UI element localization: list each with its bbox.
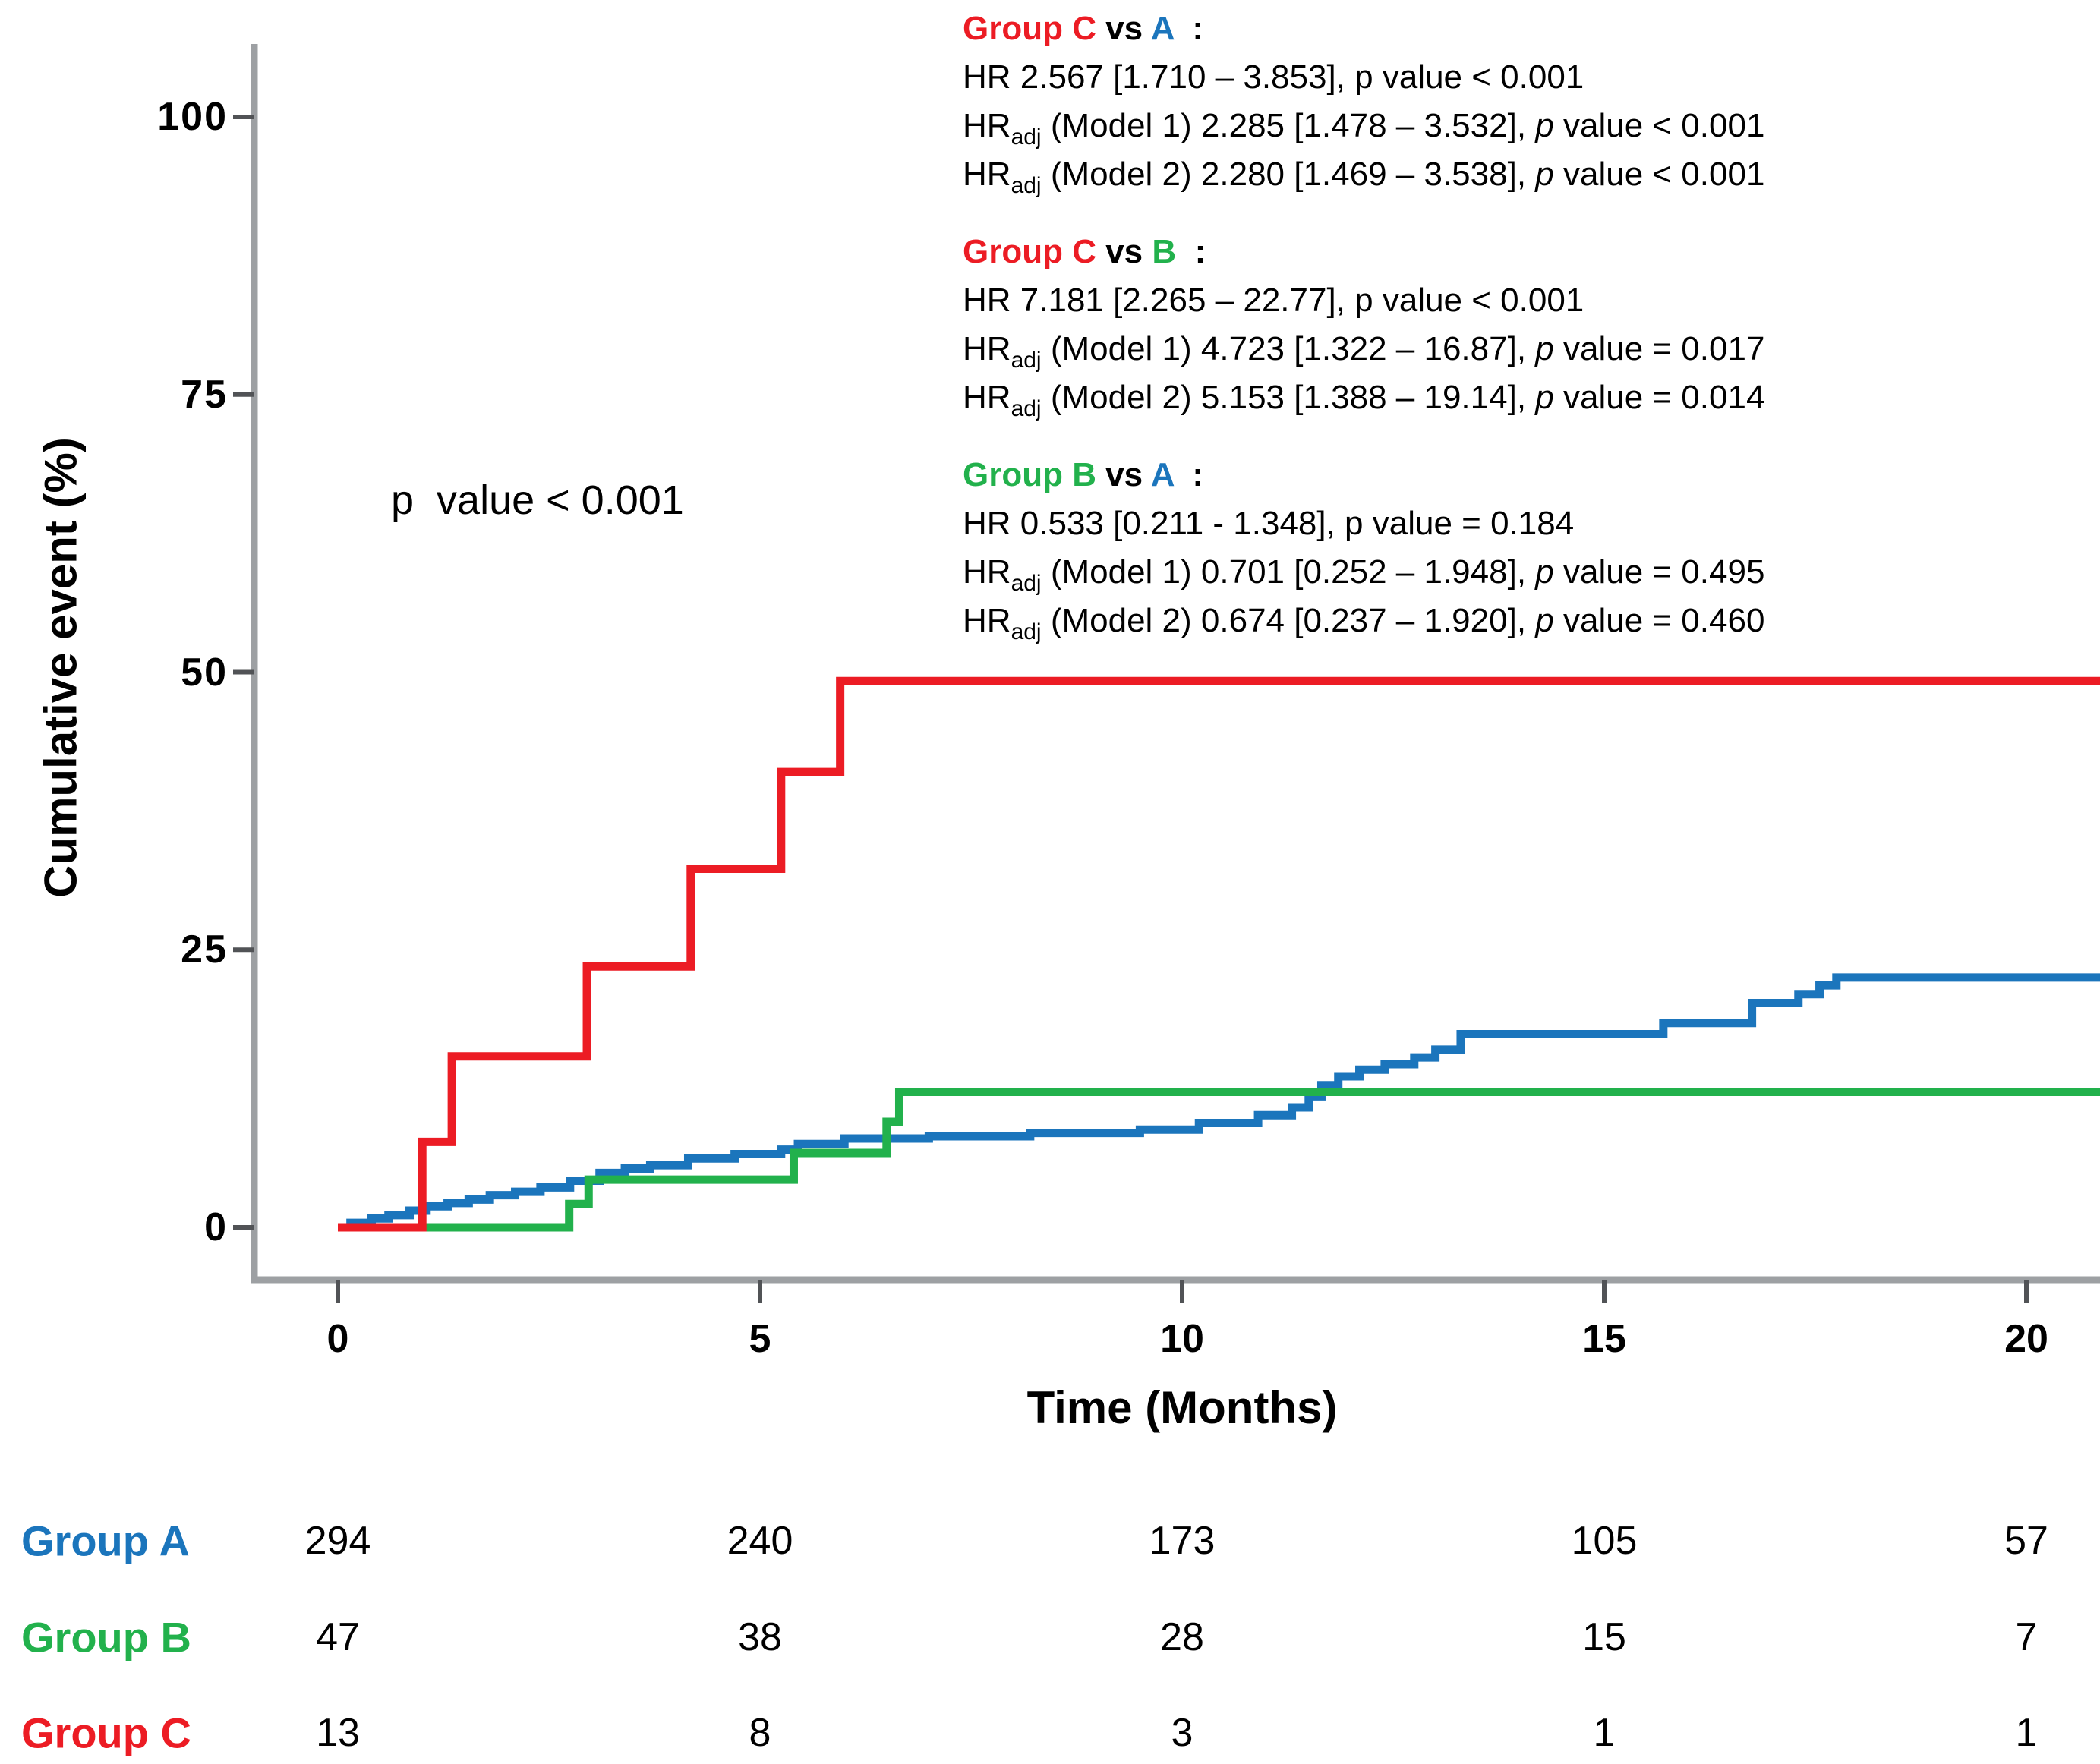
- text-segment: HR: [963, 156, 1011, 193]
- x-axis-title: Time (Months): [1026, 1382, 1338, 1433]
- comparison-title-segment: :: [1173, 456, 1204, 493]
- risk-count: 38: [738, 1615, 782, 1659]
- hazard-ratio-line: HRadj (Model 1) 0.701 [0.252 – 1.948], p…: [963, 548, 1764, 597]
- x-tick-label: 15: [1582, 1317, 1626, 1361]
- risk-count: 173: [1149, 1519, 1216, 1563]
- comparison-title-segment: vs: [1096, 233, 1152, 270]
- y-tick-label: 50: [181, 650, 228, 695]
- comparison-title-segment: A: [1150, 456, 1174, 493]
- risk-count: 28: [1160, 1615, 1204, 1659]
- risk-count: 240: [727, 1519, 793, 1563]
- comparison-title: Group C vs B :: [963, 228, 1764, 276]
- curve-group-a: [338, 973, 2100, 1232]
- text-segment: (Model 2) 2.280 [1.469 – 3.538],: [1041, 156, 1536, 193]
- comparison-title-segment: vs: [1096, 10, 1151, 47]
- comparison-title: Group C vs A :: [963, 5, 1764, 53]
- subscript-adj: adj: [1011, 570, 1042, 596]
- comparison-title-segment: vs: [1096, 456, 1151, 493]
- risk-row-label: Group C: [21, 1709, 191, 1757]
- logrank-p-value: p value < 0.001: [391, 477, 684, 523]
- text-segment: (Model 1) 2.285 [1.478 – 3.532],: [1041, 107, 1536, 144]
- comparison-block: Group C vs A : HR 2.567 [1.710 – 3.853], …: [963, 5, 1764, 199]
- hazard-ratio-line: HR 2.567 [1.710 – 3.853], p value < 0.00…: [963, 53, 1764, 102]
- text-segment: (Model 1) 0.701 [0.252 – 1.948],: [1041, 553, 1536, 591]
- hazard-ratio-line: HRadj (Model 2) 0.674 [0.237 – 1.920], p…: [963, 597, 1764, 645]
- comparison-title-segment: :: [1176, 233, 1206, 270]
- text-segment: HR 2.567 [1.710 – 3.853], p value < 0.00…: [963, 58, 1584, 96]
- risk-row-label: Group B: [21, 1613, 191, 1662]
- text-segment: (Model 1) 4.723 [1.322 – 16.87],: [1041, 330, 1536, 367]
- text-segment: value = 0.017: [1553, 330, 1765, 367]
- text-segment: (Model 2) 0.674 [0.237 – 1.920],: [1041, 602, 1536, 639]
- text-segment: p: [1535, 553, 1554, 591]
- text-segment: value < 0.001: [1553, 107, 1765, 144]
- comparison-title: Group B vs A :: [963, 451, 1764, 499]
- y-tick-label: 100: [157, 95, 228, 139]
- comparison-title-segment: A: [1150, 10, 1174, 47]
- y-axis-title: Cumulative event (%): [35, 437, 87, 898]
- comparison-block: Group C vs B : HR 7.181 [2.265 – 22.77], …: [963, 228, 1764, 422]
- y-tick-label: 25: [181, 928, 228, 972]
- text-segment: p: [1535, 602, 1554, 639]
- y-tick-label: 0: [204, 1205, 228, 1249]
- text-segment: HR: [963, 553, 1011, 591]
- hazard-ratio-line: HR 0.533 [0.211 - 1.348], p value = 0.18…: [963, 499, 1764, 548]
- risk-count: 57: [2004, 1519, 2048, 1563]
- subscript-adj: adj: [1011, 347, 1042, 373]
- risk-count: 1: [2015, 1711, 2038, 1755]
- text-segment: value = 0.460: [1553, 602, 1765, 639]
- risk-count: 105: [1571, 1519, 1638, 1563]
- text-segment: HR 0.533 [0.211 - 1.348], p value = 0.18…: [963, 505, 1575, 542]
- subscript-adj: adj: [1011, 395, 1042, 421]
- comparison-title-segment: :: [1173, 10, 1204, 47]
- risk-count: 47: [316, 1615, 360, 1659]
- x-tick-label: 5: [749, 1317, 771, 1361]
- comparison-title-segment: Group C: [963, 10, 1096, 47]
- text-segment: HR: [963, 379, 1011, 416]
- risk-row-label: Group A: [21, 1517, 190, 1565]
- x-tick-label: 20: [2004, 1317, 2048, 1361]
- comparison-title-segment: Group C: [963, 233, 1096, 270]
- risk-count: 294: [304, 1519, 371, 1563]
- curve-group-c: [338, 676, 2100, 1232]
- text-segment: value = 0.014: [1553, 379, 1765, 416]
- hazard-ratio-annotations: Group C vs A : HR 2.567 [1.710 – 3.853], …: [963, 5, 1764, 674]
- risk-count: 3: [1171, 1711, 1193, 1755]
- comparison-title-segment: B: [1152, 233, 1177, 270]
- hazard-ratio-line: HRadj (Model 2) 5.153 [1.388 – 19.14], p…: [963, 373, 1764, 422]
- hazard-ratio-line: HR 7.181 [2.265 – 22.77], p value < 0.00…: [963, 276, 1764, 325]
- text-segment: HR: [963, 602, 1011, 639]
- risk-count: 8: [749, 1711, 771, 1755]
- hazard-ratio-line: HRadj (Model 2) 2.280 [1.469 – 3.538], p…: [963, 150, 1764, 199]
- x-tick-label: 10: [1160, 1317, 1204, 1361]
- subscript-adj: adj: [1011, 619, 1042, 644]
- text-segment: p: [1535, 330, 1554, 367]
- text-segment: value = 0.495: [1553, 553, 1765, 591]
- hazard-ratio-line: HRadj (Model 1) 2.285 [1.478 – 3.532], p…: [963, 102, 1764, 150]
- subscript-adj: adj: [1011, 172, 1042, 198]
- text-segment: p: [1535, 156, 1554, 193]
- curve-group-b: [338, 1088, 2100, 1232]
- x-tick-label: 0: [326, 1317, 349, 1361]
- hazard-ratio-line: HRadj (Model 1) 4.723 [1.322 – 16.87], p…: [963, 325, 1764, 373]
- text-segment: p: [1535, 379, 1554, 416]
- text-segment: HR 7.181 [2.265 – 22.77], p value < 0.00…: [963, 282, 1584, 319]
- risk-count: 1: [1593, 1711, 1616, 1755]
- comparison-title-segment: Group B: [963, 456, 1096, 493]
- risk-count: 7: [2015, 1615, 2038, 1659]
- subscript-adj: adj: [1011, 124, 1042, 150]
- text-segment: HR: [963, 107, 1011, 144]
- text-segment: value < 0.001: [1553, 156, 1765, 193]
- risk-count: 13: [316, 1711, 360, 1755]
- text-segment: HR: [963, 330, 1011, 367]
- risk-count: 15: [1582, 1615, 1626, 1659]
- comparison-block: Group B vs A : HR 0.533 [0.211 - 1.348], …: [963, 451, 1764, 645]
- text-segment: p: [1535, 107, 1554, 144]
- y-tick-label: 75: [181, 372, 228, 417]
- text-segment: (Model 2) 5.153 [1.388 – 19.14],: [1041, 379, 1536, 416]
